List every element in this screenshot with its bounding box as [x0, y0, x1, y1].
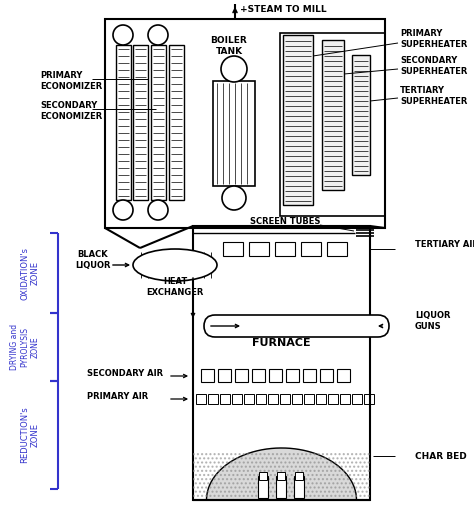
Bar: [352, 55, 370, 175]
Bar: [116, 45, 131, 200]
Circle shape: [222, 186, 246, 210]
Bar: [169, 45, 184, 200]
Bar: [301, 242, 321, 256]
Circle shape: [148, 25, 168, 45]
Bar: [218, 369, 231, 382]
Text: +STEAM TO MILL: +STEAM TO MILL: [240, 5, 327, 13]
Text: TERTIARY AIR: TERTIARY AIR: [415, 240, 474, 248]
Text: PRIMARY
SUPERHEATER: PRIMARY SUPERHEATER: [400, 29, 467, 49]
Bar: [193, 453, 370, 500]
Bar: [337, 369, 350, 382]
Bar: [340, 394, 350, 404]
Bar: [244, 394, 254, 404]
Bar: [328, 394, 338, 404]
Bar: [295, 472, 303, 480]
Bar: [268, 394, 278, 404]
Bar: [304, 394, 314, 404]
Text: REDUCTION's
ZONE: REDUCTION's ZONE: [20, 407, 40, 463]
Text: OXIDATION's
ZONE: OXIDATION's ZONE: [20, 246, 40, 299]
Bar: [277, 472, 285, 480]
Bar: [259, 472, 267, 480]
Bar: [280, 33, 385, 216]
Bar: [269, 369, 282, 382]
Bar: [208, 394, 218, 404]
Text: SECONDARY
SUPERHEATER: SECONDARY SUPERHEATER: [400, 56, 467, 76]
Bar: [292, 394, 302, 404]
Text: PRIMARY AIR: PRIMARY AIR: [87, 391, 149, 401]
Bar: [133, 45, 148, 200]
Circle shape: [113, 200, 133, 220]
Text: DRYING and
PYROLYSIS
ZONE: DRYING and PYROLYSIS ZONE: [10, 324, 40, 370]
Text: TERTIARY
SUPERHEATER: TERTIARY SUPERHEATER: [400, 86, 467, 106]
Circle shape: [148, 200, 168, 220]
Circle shape: [221, 56, 247, 82]
Bar: [322, 40, 344, 190]
Text: FURNACE: FURNACE: [252, 338, 311, 348]
Bar: [220, 394, 230, 404]
Bar: [249, 242, 269, 256]
Bar: [327, 242, 347, 256]
Bar: [235, 369, 248, 382]
Text: BLACK
LIQUOR: BLACK LIQUOR: [75, 250, 111, 270]
Bar: [283, 35, 313, 205]
Text: SECONDARY
ECONOMIZER: SECONDARY ECONOMIZER: [40, 101, 102, 121]
Bar: [258, 476, 268, 498]
Ellipse shape: [133, 249, 217, 281]
Bar: [232, 394, 242, 404]
Bar: [280, 394, 290, 404]
Bar: [201, 369, 214, 382]
Text: CHAR BED: CHAR BED: [415, 452, 467, 460]
Bar: [320, 369, 333, 382]
Bar: [352, 394, 362, 404]
Bar: [193, 226, 370, 500]
Text: LIQUOR
GUNS: LIQUOR GUNS: [415, 311, 450, 331]
Bar: [275, 242, 295, 256]
Bar: [196, 394, 206, 404]
Bar: [286, 369, 299, 382]
Bar: [151, 45, 166, 200]
Text: SECONDARY AIR: SECONDARY AIR: [87, 368, 163, 378]
Text: PRIMARY
ECONOMIZER: PRIMARY ECONOMIZER: [40, 72, 102, 90]
Bar: [276, 476, 286, 498]
Bar: [213, 81, 255, 186]
Bar: [252, 369, 265, 382]
Bar: [303, 369, 316, 382]
Bar: [105, 19, 385, 228]
Polygon shape: [193, 448, 370, 500]
Bar: [316, 394, 326, 404]
FancyBboxPatch shape: [204, 315, 389, 337]
Bar: [364, 394, 374, 404]
Text: BOILER
TANK: BOILER TANK: [210, 36, 247, 56]
Bar: [294, 476, 304, 498]
Text: SCREEN TUBES: SCREEN TUBES: [250, 217, 320, 225]
Bar: [256, 394, 266, 404]
Text: HEAT
EXCHANGER: HEAT EXCHANGER: [146, 277, 204, 297]
Bar: [223, 242, 243, 256]
Circle shape: [113, 25, 133, 45]
